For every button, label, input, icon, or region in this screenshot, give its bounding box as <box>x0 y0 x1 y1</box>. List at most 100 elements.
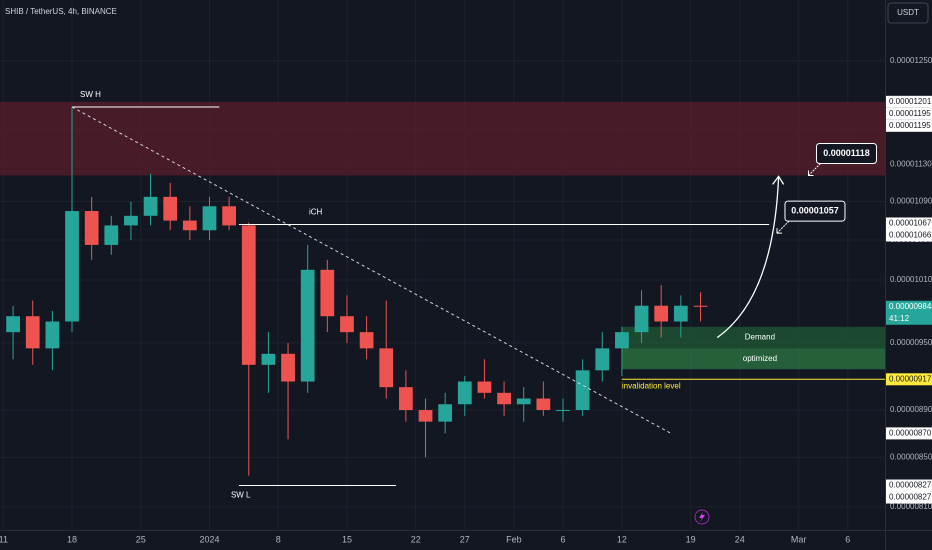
x-tick-label: 2024 <box>199 534 219 544</box>
currency-box[interactable] <box>887 2 929 24</box>
callout-label: 0.00001057 <box>791 206 839 216</box>
level-label: SW H <box>80 90 101 99</box>
price-label: 0.00000984 <box>889 302 932 311</box>
chart-title: SHIB / TetherUS, 4h, BINANCE <box>5 7 117 16</box>
x-tick-label: 24 <box>735 534 745 544</box>
x-tick-label: 22 <box>411 534 421 544</box>
price-label: 0.00001195 <box>889 121 931 130</box>
x-tick-label: Feb <box>506 534 522 544</box>
callout-label: 0.00001118 <box>823 148 870 158</box>
candle-body <box>104 225 119 245</box>
candle-body <box>536 398 551 411</box>
x-tick-label: 27 <box>460 534 470 544</box>
price-label-box <box>886 479 932 492</box>
y-tick-label: 0.00001010 <box>890 275 932 284</box>
x-tick-label: 25 <box>136 534 146 544</box>
x-tick-label: 11 <box>0 534 8 544</box>
zones: Demand optimized <box>0 101 885 370</box>
price-label: 0.00000870 <box>889 429 932 438</box>
candle-body <box>45 321 60 349</box>
candle-body <box>359 332 374 349</box>
candle-body <box>281 353 295 382</box>
candle-body <box>241 225 256 365</box>
y-tick-label: 0.00001090 <box>890 197 932 206</box>
candle-body <box>556 410 570 412</box>
price-label-box <box>886 229 932 242</box>
candle-body <box>65 211 79 322</box>
zone-label: Demand <box>745 333 775 342</box>
candle-body <box>84 211 99 245</box>
x-tick-label: 6 <box>560 534 565 544</box>
price-label: 0.00000827 <box>889 481 932 490</box>
candle-body <box>202 206 217 231</box>
x-tick-label: Mar <box>791 534 807 544</box>
candle-body <box>6 316 20 333</box>
x-tick-label: 18 <box>67 534 77 544</box>
price-label-box <box>886 95 932 108</box>
projection-arrow <box>716 176 780 339</box>
price-label: 0.00000827 <box>889 493 932 502</box>
price-label-box <box>886 119 932 132</box>
candle-body <box>320 269 335 317</box>
candle-body <box>300 269 315 382</box>
zone <box>0 101 885 176</box>
y-tick-label: 0.00000950 <box>890 338 932 347</box>
level-label: SW L <box>231 491 251 500</box>
candle-body <box>575 370 590 411</box>
price-label: 0.00001067 <box>889 219 932 228</box>
x-tick-label: 6 <box>845 534 850 544</box>
x-tick-label: 15 <box>342 534 352 544</box>
zone <box>621 326 885 349</box>
candle-body <box>457 381 472 405</box>
zone-label: optimized <box>743 354 777 363</box>
price-label-box <box>886 491 932 504</box>
x-tick-label: 19 <box>686 534 696 544</box>
level-label: iCH <box>309 208 323 217</box>
callout-head <box>776 228 782 234</box>
currency: USDT <box>897 8 919 17</box>
candle-body <box>673 305 688 322</box>
grid <box>0 0 885 530</box>
event-icon[interactable] <box>694 509 710 525</box>
callout-box <box>784 200 846 222</box>
candle-body <box>222 206 236 226</box>
price-label-box <box>886 300 932 325</box>
candle-body <box>182 220 197 231</box>
candle-body <box>477 381 492 393</box>
price-label-box <box>886 427 932 440</box>
y-tick-label: 0.00001250 <box>890 56 932 65</box>
y-tick-label: 0.00000810 <box>890 502 932 511</box>
candle-body <box>654 305 669 322</box>
price-label: 0.00001201 <box>889 97 932 106</box>
price-label-box <box>886 373 932 386</box>
y-tick-label: 0.00000850 <box>890 452 932 461</box>
candle-body <box>595 348 610 371</box>
price-label-box <box>886 217 932 230</box>
price-label-box <box>886 107 932 120</box>
x-tick-label: 8 <box>276 534 281 544</box>
candle-body <box>418 410 433 422</box>
candle-body <box>163 196 178 221</box>
candles <box>6 106 708 476</box>
candle-body <box>124 215 138 226</box>
price-label: 0.00001066 <box>889 231 932 240</box>
candle-body <box>438 404 453 422</box>
candle-body <box>634 305 649 333</box>
candle-body <box>497 392 511 405</box>
price-label: 0.00000917 <box>889 374 932 383</box>
axes: 0.000012500.000011700.000011300.00001090… <box>0 56 932 544</box>
candle-body <box>143 196 158 216</box>
y-tick-label: 0.00001130 <box>890 160 932 169</box>
candle-body <box>399 387 413 411</box>
arrow-head <box>772 175 785 185</box>
countdown: 41:12 <box>889 314 910 323</box>
candle-body <box>516 398 531 405</box>
candle-body <box>379 348 394 388</box>
event-bolt <box>699 512 705 522</box>
candle-body <box>261 353 276 365</box>
callout-box <box>815 142 877 164</box>
callout-head <box>807 170 814 176</box>
price-label: 0.00001195 <box>889 109 931 118</box>
